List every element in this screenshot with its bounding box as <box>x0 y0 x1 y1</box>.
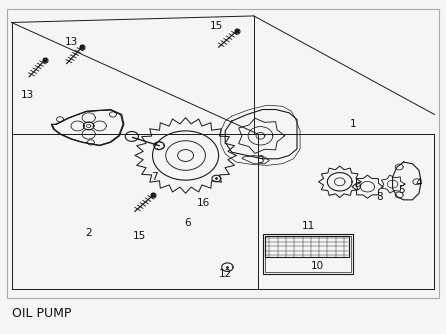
Text: 1: 1 <box>350 119 356 129</box>
Text: 11: 11 <box>302 221 315 231</box>
Text: 7: 7 <box>152 172 158 182</box>
Text: 16: 16 <box>197 198 210 208</box>
Text: OIL PUMP: OIL PUMP <box>12 307 71 320</box>
Bar <box>265 236 351 272</box>
Text: 6: 6 <box>185 218 191 228</box>
Text: 15: 15 <box>210 21 223 31</box>
Text: 5: 5 <box>398 185 405 195</box>
Text: 15: 15 <box>133 231 146 241</box>
Text: 13: 13 <box>64 37 78 47</box>
Bar <box>265 236 348 257</box>
Text: 4: 4 <box>416 178 422 188</box>
Bar <box>7 9 439 298</box>
Bar <box>263 234 353 274</box>
Text: 9: 9 <box>354 182 361 192</box>
Text: 12: 12 <box>219 269 232 279</box>
Text: 8: 8 <box>376 192 383 201</box>
Text: 2: 2 <box>85 228 92 238</box>
Text: 10: 10 <box>311 261 324 271</box>
Text: 3: 3 <box>257 155 264 165</box>
Text: 13: 13 <box>21 90 33 100</box>
